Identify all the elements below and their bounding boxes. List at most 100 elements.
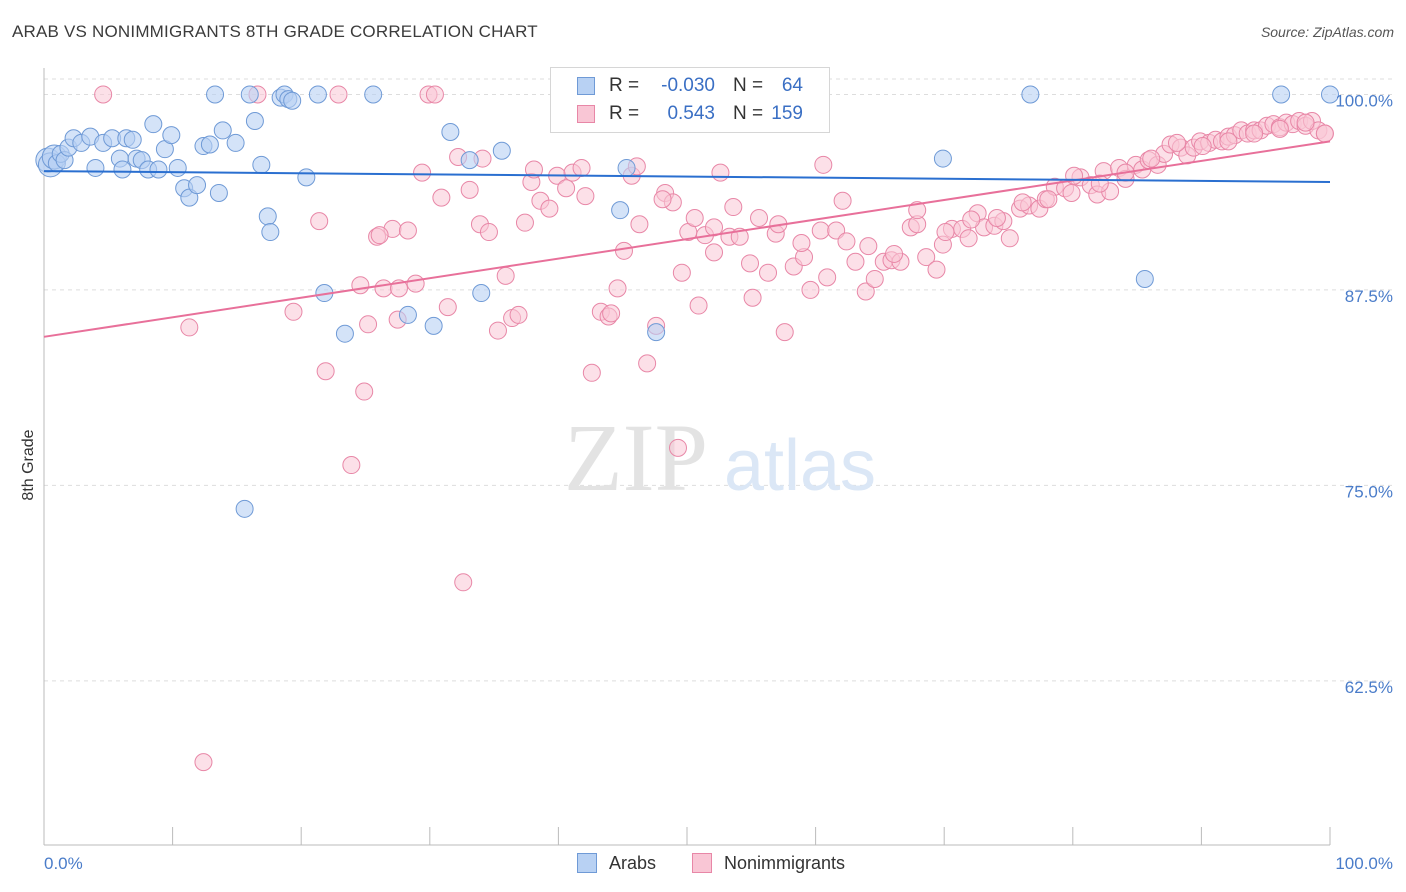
- n-value: 64: [781, 75, 803, 96]
- nonimmigrants-point: [672, 263, 691, 282]
- nonimmigrants-point: [1000, 229, 1019, 248]
- arabs-point: [617, 158, 636, 177]
- arabs-point: [149, 160, 168, 179]
- arabs-point: [188, 176, 207, 195]
- nonimmigrants-point: [1245, 124, 1264, 143]
- nonimmigrants-point: [540, 199, 559, 218]
- axes: [43, 68, 1331, 846]
- r-value: 0.543: [667, 103, 715, 124]
- nonimmigrants-point: [614, 241, 633, 260]
- arabs-point: [472, 284, 491, 303]
- nonimmigrants-point: [1167, 133, 1186, 152]
- watermark-atlas: atlas: [724, 426, 876, 506]
- nonimmigrants-point: [438, 298, 457, 317]
- nonimmigrants-point: [1219, 132, 1238, 151]
- nonimmigrants-point: [865, 269, 884, 288]
- nonimmigrants-point: [1039, 190, 1058, 209]
- nonimmigrants-legend-label: Nonimmigrants: [724, 853, 846, 873]
- arabs-point: [261, 223, 280, 242]
- y-axis-label: 8th Grade: [20, 429, 37, 500]
- nonimmigrants-point: [479, 223, 498, 242]
- arabs-point: [213, 121, 232, 140]
- nonimmigrants-point: [750, 208, 769, 227]
- nonimmigrants-point: [413, 163, 432, 182]
- nonimmigrants-point: [856, 282, 875, 301]
- nonimmigrants-point: [329, 85, 348, 104]
- nonimmigrants-point: [689, 296, 708, 315]
- nonimmigrants-point: [180, 318, 199, 337]
- nonimmigrants-point: [711, 163, 730, 182]
- arabs-point: [441, 122, 460, 141]
- arabs-point: [492, 141, 511, 160]
- r-label: R =: [609, 103, 640, 124]
- nonimmigrants-point: [1062, 183, 1081, 202]
- arabs-point: [398, 305, 417, 324]
- nonimmigrants-point: [908, 201, 927, 220]
- nonimmigrants-point: [811, 221, 830, 240]
- y-tick-label: 87.5%: [1345, 287, 1393, 306]
- arabs-point: [460, 151, 479, 170]
- nonimmigrants-point: [837, 232, 856, 251]
- nonimmigrants-point: [608, 279, 627, 298]
- nonimmigrants-point: [460, 180, 479, 199]
- nonimmigrants-point: [454, 573, 473, 592]
- correlation-legend: R = -0.030 N = 64 R = 0.543 N = 159: [550, 67, 830, 133]
- x-tick-label: 0.0%: [44, 854, 83, 873]
- nonimmigrants-point: [351, 276, 370, 295]
- r-label: R =: [609, 75, 640, 96]
- arabs-point: [252, 155, 271, 174]
- nonimmigrants-point: [936, 223, 955, 242]
- nonimmigrants-point: [885, 244, 904, 263]
- nonimmigrants-point: [425, 85, 444, 104]
- nonimmigrants-point: [284, 302, 303, 321]
- nonimmigrants-point: [775, 323, 794, 342]
- nonimmigrants-swatch: [577, 105, 595, 123]
- trend-lines: [43, 140, 1331, 338]
- arabs-point: [283, 91, 302, 110]
- nonimmigrants-point: [94, 85, 113, 104]
- arabs-point: [308, 85, 327, 104]
- arabs-point: [258, 207, 277, 226]
- nonimmigrants-point: [509, 305, 528, 324]
- arabs-point: [86, 158, 105, 177]
- nonimmigrants-point: [194, 753, 213, 772]
- nonimmigrants-point: [1193, 137, 1212, 156]
- watermark: ZIP atlas: [564, 404, 876, 511]
- arabs-legend-label: Arabs: [609, 853, 657, 873]
- arabs-point: [647, 323, 666, 342]
- legend-row-nonimmigrants: R = 0.543 N = 159: [551, 100, 829, 128]
- arabs-point: [226, 133, 245, 152]
- r-value: -0.030: [661, 75, 715, 96]
- nonimmigrants-point: [432, 188, 451, 207]
- nonimmigrants-point: [741, 254, 760, 273]
- arabs-point: [245, 112, 264, 131]
- arabs-legend-swatch: [577, 853, 597, 873]
- nonimmigrants-point: [1142, 149, 1161, 168]
- nonimmigrants-point: [987, 208, 1006, 227]
- nonimmigrants-point: [582, 363, 601, 382]
- nonimmigrants-point: [524, 160, 543, 179]
- nonimmigrants-trend-line: [43, 140, 1331, 338]
- nonimmigrants-point: [743, 288, 762, 307]
- nonimmigrants-point: [374, 279, 393, 298]
- arabs-point: [209, 183, 228, 202]
- arabs-swatch: [577, 77, 595, 95]
- nonimmigrants-point: [576, 187, 595, 206]
- arabs-point: [335, 324, 354, 343]
- arabs-point: [424, 316, 443, 335]
- nonimmigrants-legend-swatch: [692, 853, 712, 873]
- nonimmigrants-point: [846, 252, 865, 271]
- nonimmigrants-point: [488, 321, 507, 340]
- nonimmigrants-point: [1296, 113, 1315, 132]
- legend-row-arabs: R = -0.030 N = 64: [551, 72, 829, 100]
- nonimmigrants-point: [316, 362, 335, 381]
- nonimmigrants-point: [859, 237, 878, 256]
- arabs-point: [123, 130, 142, 149]
- nonimmigrants-point: [515, 213, 534, 232]
- nonimmigrants-point: [801, 280, 820, 299]
- nonimmigrants-point: [355, 382, 374, 401]
- nonimmigrants-point: [370, 226, 389, 245]
- nonimmigrants-point: [653, 190, 672, 209]
- nonimmigrants-point: [962, 210, 981, 229]
- nonimmigrants-point: [310, 212, 329, 231]
